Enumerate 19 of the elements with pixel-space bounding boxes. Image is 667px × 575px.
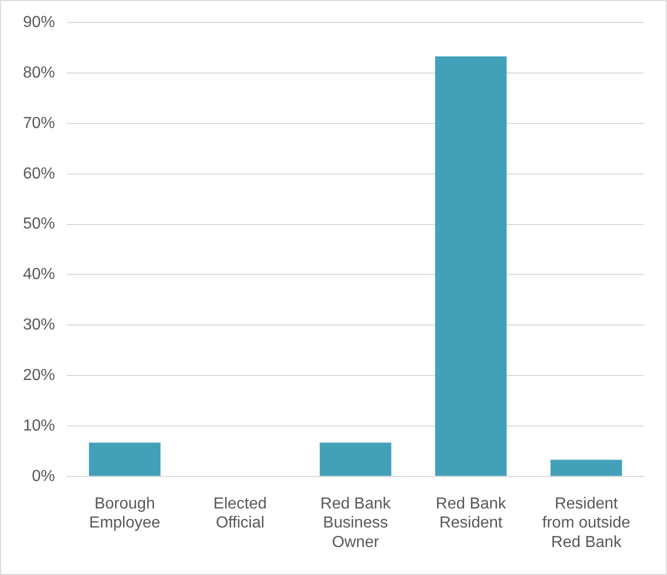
y-tick-label: 90% <box>22 14 56 32</box>
bar <box>550 460 622 476</box>
bar <box>435 56 507 476</box>
x-tick-label: Borough Employee <box>89 495 160 532</box>
y-tick-label: 80% <box>22 64 56 82</box>
y-tick-label: 10% <box>22 417 56 434</box>
y-tick-label: 0% <box>32 468 56 485</box>
y-tick-label: 20% <box>22 366 56 384</box>
y-tick-label: 40% <box>22 266 56 284</box>
x-tick-label: Red Bank Business Owner <box>320 495 392 551</box>
bar <box>320 442 392 476</box>
x-tick-label: Resident from outside Red Bank <box>542 495 630 551</box>
x-tick-label: Red Bank Resident <box>436 495 508 532</box>
y-tick-label: 30% <box>22 316 56 334</box>
y-tick-label: 60% <box>22 165 56 182</box>
y-tick-label: 50% <box>22 216 56 233</box>
x-tick-label: Elected Official <box>213 495 267 532</box>
y-tick-label: 70% <box>22 114 56 132</box>
bar <box>88 442 160 476</box>
